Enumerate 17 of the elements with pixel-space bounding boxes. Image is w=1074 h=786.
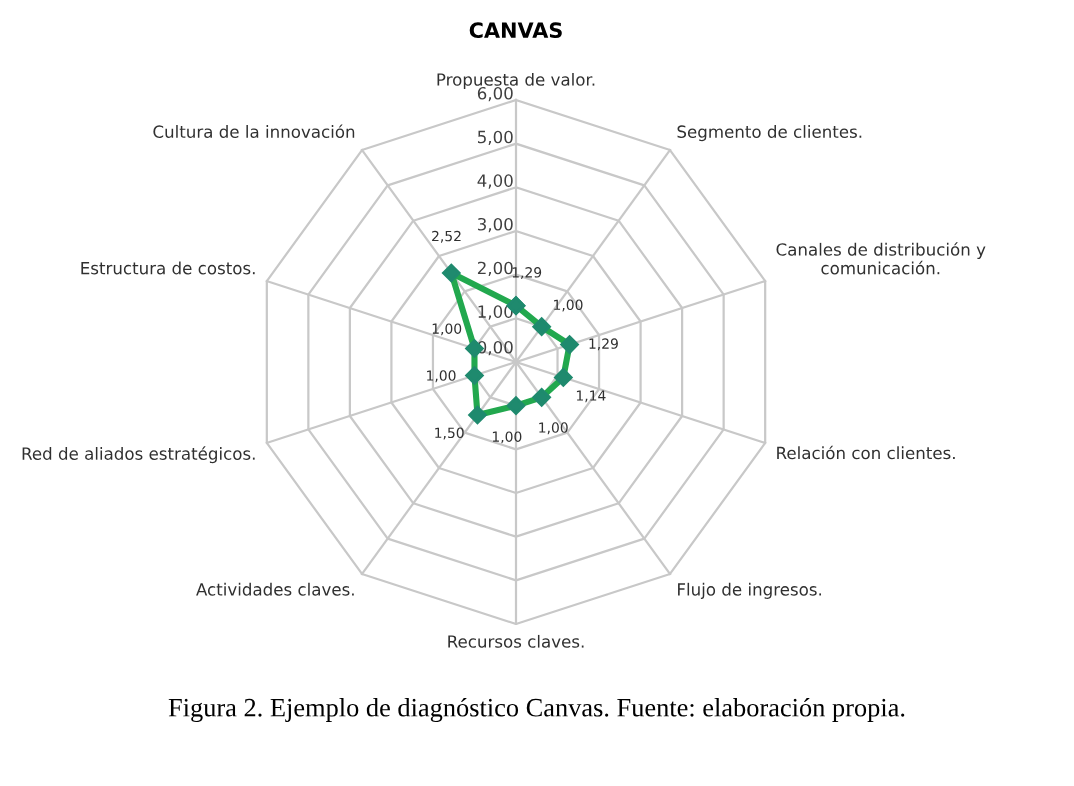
y-tick-label: 3,00	[477, 217, 513, 233]
spoke-label: Recursos claves.	[448, 634, 584, 648]
spoke-label: Actividades claves.	[196, 582, 354, 596]
spoke-label: Estructura de costos.	[81, 261, 255, 275]
y-tick-label: 6,00	[477, 86, 513, 102]
text: Figura 2. Ejemplo de diagnóstico Canvas. Fuente: elaboración propia.	[168, 697, 905, 723]
y-tick-label: 4,00	[477, 174, 513, 189]
spoke-label: Flujo de ingresos.	[678, 582, 822, 599]
spoke-label: Canales de distribución y comunicación.	[776, 242, 986, 275]
spoke-label: Cultura de la innovación	[153, 124, 355, 138]
chart-title: CANVAS	[469, 22, 562, 39]
spoke-label: Propuesta de valor.	[437, 72, 595, 90]
spoke-label: Segmento de clientes.	[677, 125, 862, 142]
spoke-label: Red de aliados estratégicos.	[22, 446, 255, 464]
y-tick-label: 2,00	[477, 261, 513, 276]
spoke-label: Relación con clientes.	[777, 445, 955, 460]
y-tick-label: 5,00	[477, 130, 513, 145]
